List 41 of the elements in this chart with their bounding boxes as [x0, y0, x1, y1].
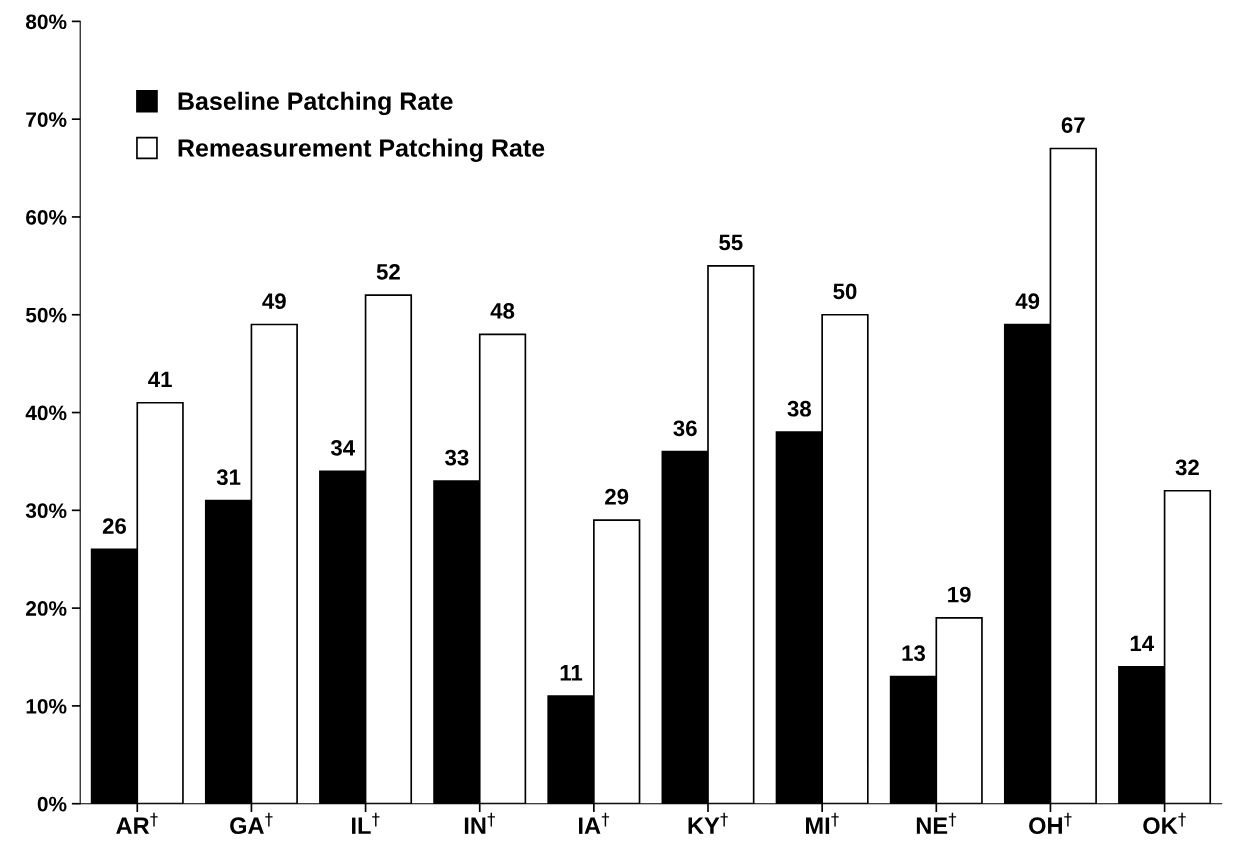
data-label: 36 [673, 420, 697, 437]
x-tick-label: NE$^{†}$ [916, 812, 957, 834]
x-tick-label: OH$^{†}$ [1029, 812, 1072, 835]
legend-label: Baseline Patching Rate [178, 91, 453, 116]
x-tick-label: IN$^{†}$ [464, 812, 495, 834]
x-tick-label: IA$^{†}$ [579, 812, 610, 834]
y-tick-label: 80% [25, 14, 67, 30]
data-label: 14 [1130, 635, 1154, 652]
data-label: 31 [216, 469, 241, 486]
y-tick-label: 70% [26, 112, 67, 127]
data-label: 55 [719, 234, 743, 251]
y-tick-label: 60% [26, 209, 67, 225]
data-label: 50 [833, 283, 857, 300]
x-tick-label: MI$^{†}$ [806, 812, 839, 834]
data-label: 67 [1061, 117, 1085, 133]
y-tick-label: 50% [25, 307, 67, 323]
data-label: 13 [902, 645, 926, 662]
y-tick-label: 0% [37, 796, 67, 812]
data-label: 41 [148, 371, 172, 388]
data-label: 49 [262, 293, 286, 310]
y-tick-label: 10% [26, 698, 67, 714]
y-tick-label: 20% [26, 601, 67, 616]
data-label: 19 [948, 586, 971, 603]
data-label: 26 [102, 518, 127, 534]
x-tick-label: IL$^{†}$ [352, 812, 380, 834]
data-label: 11 [560, 665, 583, 681]
data-label: 38 [787, 400, 811, 417]
x-tick-label: AR$^{†}$ [116, 812, 158, 834]
data-label: 32 [1175, 459, 1199, 476]
data-label: 29 [605, 488, 629, 505]
data-label: 34 [330, 439, 355, 456]
x-tick-label: GA$^{†}$ [230, 812, 273, 835]
data-label: 48 [490, 303, 515, 319]
x-tick-label: OK$^{†}$ [1143, 812, 1186, 835]
x-tick-label: KY$^{†}$ [688, 812, 728, 834]
data-label: 33 [445, 449, 469, 466]
data-label: 49 [1015, 293, 1040, 310]
y-tick-label: 30% [25, 503, 67, 519]
legend-label: Remeasurement Patching Rate [178, 138, 545, 162]
data-label: 52 [376, 263, 400, 280]
y-tick-label: 40% [25, 405, 67, 421]
